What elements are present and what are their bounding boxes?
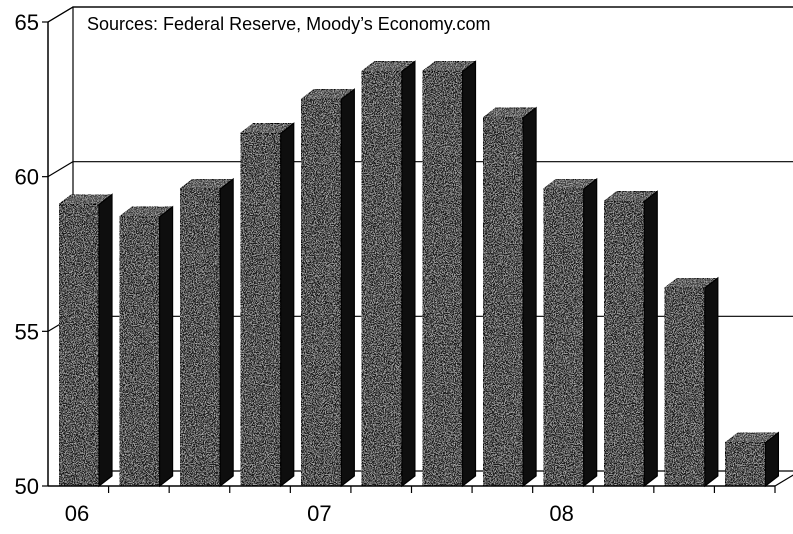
bar-1 [57, 193, 114, 488]
bar-front [543, 188, 585, 487]
bar-front [724, 442, 767, 487]
bar-4 [238, 122, 296, 488]
gridline-diag-65 [47, 6, 74, 23]
bar-side [280, 122, 295, 488]
bar-3 [178, 177, 235, 488]
x-tick-label-07: 07 [307, 501, 331, 526]
bar-side [461, 60, 477, 488]
bar-side [643, 190, 658, 488]
bar-8 [481, 106, 538, 488]
bar-7 [420, 60, 478, 488]
y-tick-label-60: 60 [15, 165, 39, 190]
x-tick-label-06: 06 [65, 501, 89, 526]
bar-front [664, 287, 706, 487]
bar-front [118, 216, 161, 487]
gridline-diag-60 [47, 161, 74, 178]
bar-front [361, 70, 403, 487]
bar-side [401, 60, 416, 488]
x-tick-label-08: 08 [549, 501, 573, 526]
bar-front [603, 200, 645, 487]
bar-side [704, 276, 719, 488]
y-tick-label-50: 50 [15, 474, 39, 499]
bar-front [179, 188, 221, 487]
bar-2 [117, 205, 175, 488]
bar-side [522, 106, 537, 488]
bar-5 [299, 88, 357, 488]
bar-side [583, 177, 598, 488]
bar-side [764, 431, 780, 488]
bar-side [158, 205, 174, 488]
source-annotation: Sources: Federal Reserve, Moody’s Econom… [87, 14, 491, 34]
y-tick-label-65: 65 [15, 10, 39, 35]
bar-side [219, 177, 234, 488]
bar-front [482, 117, 524, 487]
bar-side [340, 88, 355, 488]
bar-front [58, 203, 100, 487]
bars-group [57, 60, 781, 488]
bar-6 [360, 60, 417, 488]
floor-right-edge [774, 474, 793, 487]
bar-front [300, 98, 342, 487]
bar-12 [723, 431, 781, 488]
bar-front [421, 70, 464, 487]
bar-11 [663, 276, 720, 488]
y-tick-label-55: 55 [15, 319, 39, 344]
bar-10 [602, 190, 660, 488]
axes-group: 50 55 60 65 06 07 08 [15, 10, 776, 526]
bar-9 [541, 177, 599, 488]
bar-front [240, 132, 282, 487]
bar-side [98, 193, 113, 488]
